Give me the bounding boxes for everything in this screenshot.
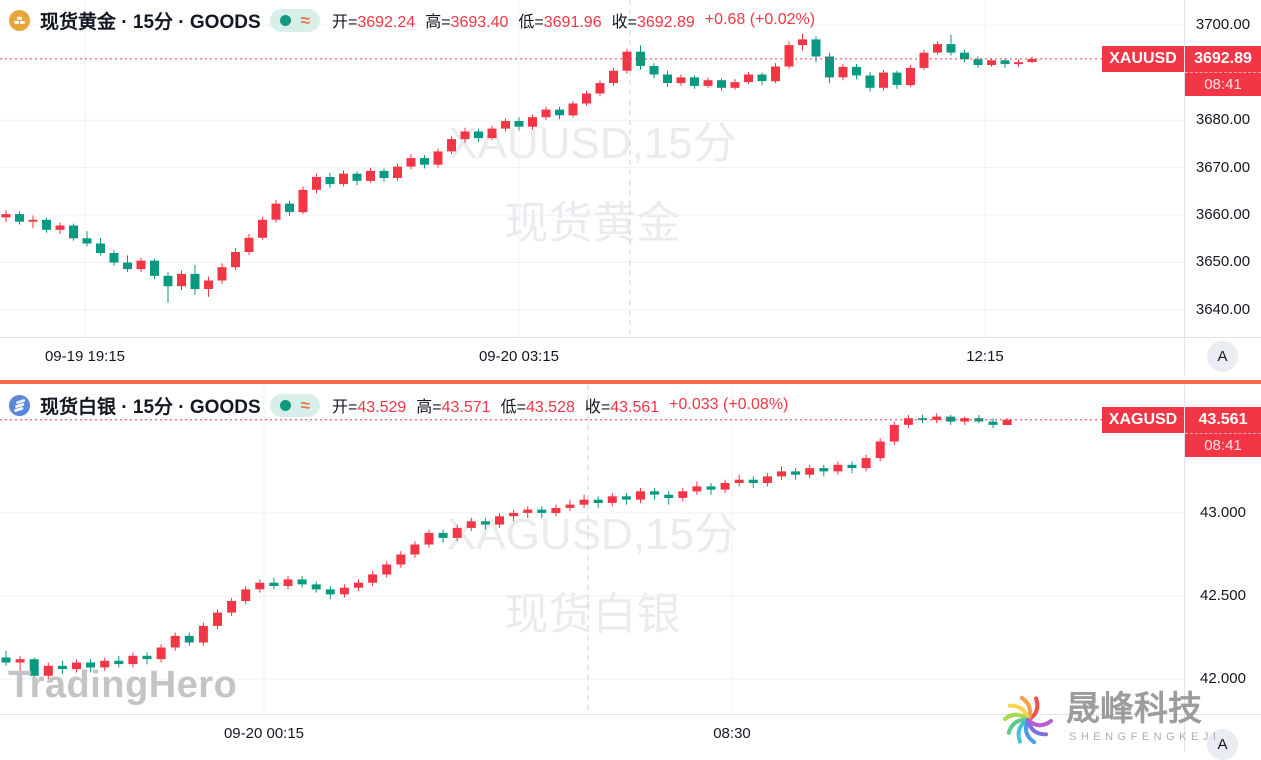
price-axis-label: 3680.00 [1195,111,1251,129]
silver-price-scale[interactable]: 43.561 08:41 A 43.000 42.500 42.000 [1184,385,1261,760]
gold-instrument-icon [8,9,31,32]
time-axis-label: 09-20 00:15 [223,725,305,742]
shengfeng-logo: 晟峰科技 SHENGFENGKEJI [998,690,1220,750]
ohlc-open: 开=3692.24 [331,14,416,31]
ohlc-high: 高=3693.40 [425,14,509,31]
gold-ohlc-readout: 开=3692.24 高=3693.40 低=3691.96 收=3692.89 … [332,8,815,32]
time-axis-label: 08:30 [713,725,751,742]
gold-auto-scale-button[interactable]: A [1207,341,1238,372]
approx-price-icon: ≈ [300,10,310,30]
silver-chart-panel: XAGUSD,15分 现货白银 现货白银 · 15分 · GOODS ≈ 开=4… [0,385,1261,760]
approx-price-icon: ≈ [300,395,310,415]
price-axis-label: 43.000 [1200,503,1246,521]
silver-symbol-price-tag: XAGUSD [1102,406,1184,433]
ohlc-low: 低=3691.96 [518,14,602,31]
ohlc-change: +0.033 (+0.08%) [669,396,789,413]
shengfeng-logo-text: 晟峰科技 [1066,691,1202,728]
watermark-name-line: 现货白银 [504,590,681,639]
gold-chart-panel: XAUUSD,15分 现货黄金 现货黄金 · 15分 · GOODS ≈ 开=3… [0,0,1261,377]
gold-chart-title[interactable]: 现货黄金 · 15分 · GOODS [40,11,261,33]
last-price-time: 08:41 [1185,432,1261,457]
market-open-dot-icon [279,399,291,411]
pane-divider-highlight [0,380,1261,384]
price-axis-label: 3700.00 [1195,16,1251,34]
market-open-dot-icon [279,14,291,26]
ohlc-open: 开=43.529 [331,399,407,416]
market-status-pill[interactable]: ≈ [269,393,320,417]
gold-chart-legend: 现货黄金 · 15分 · GOODS ≈ 开=3692.24 高=3693.40… [8,7,815,33]
ohlc-close: 收=43.561 [584,399,660,416]
ohlc-low: 低=43.528 [500,399,575,416]
silver-symbol-watermark: XAGUSD,15分 现货白银 [0,495,1185,655]
tradinghero-watermark: TradingHero [8,664,238,706]
silver-chart-legend: 现货白银 · 15分 · GOODS ≈ 开=43.529 高=43.571 低… [8,392,788,418]
price-axis-label: 3650.00 [1195,253,1251,271]
gold-time-axis[interactable]: 09-19 19:15 09-20 03:15 12:15 [0,337,1261,377]
gold-last-price-box: 3692.89 08:41 [1185,45,1261,96]
ohlc-close: 收=3692.89 [611,14,695,31]
time-axis-label: 09-19 19:15 [44,348,126,365]
market-status-pill[interactable]: ≈ [269,8,320,32]
gold-price-scale[interactable]: 3692.89 08:41 A 3700.00 3680.00 3670.00 366… [1184,0,1261,375]
price-axis-label: 42.500 [1200,587,1246,605]
time-axis-label: 12:15 [966,348,1004,365]
silver-last-price-box: 43.561 08:41 [1185,406,1261,457]
pane-resize-divider[interactable] [0,375,1261,385]
ohlc-change: +0.68 (+0.02%) [704,11,816,28]
last-price-value: 43.561 [1198,410,1248,428]
last-price-value: 3692.89 [1194,49,1252,67]
shengfeng-logo-subtext: SHENGFENGKEJI [1069,731,1221,743]
price-axis-label: 42.000 [1200,670,1246,688]
silver-chart-title[interactable]: 现货白银 · 15分 · GOODS [40,396,261,418]
watermark-name-line: 现货黄金 [504,199,681,248]
price-axis-label: 3670.00 [1195,158,1251,176]
time-axis-label: 09-20 03:15 [478,348,560,365]
gold-symbol-price-tag: XAUUSD [1102,45,1184,72]
last-price-time: 08:41 [1185,71,1261,96]
price-axis-label: 3660.00 [1195,206,1251,223]
shengfeng-fan-icon [1003,695,1053,745]
silver-ohlc-readout: 开=43.529 高=43.571 低=43.528 收=43.561 +0.0… [332,393,788,417]
silver-candlestick-chart[interactable] [0,385,1185,714]
price-axis-label: 3640.00 [1195,300,1251,318]
ohlc-high: 高=43.571 [416,399,491,416]
gold-symbol-watermark: XAUUSD,15分 现货黄金 [0,104,1185,264]
watermark-symbol-line: XAUUSD,15分 [448,119,737,168]
gold-candlestick-chart[interactable] [0,0,1185,337]
silver-time-axis[interactable]: 09-20 00:15 08:30 [0,714,1261,753]
silver-instrument-icon [8,394,31,417]
